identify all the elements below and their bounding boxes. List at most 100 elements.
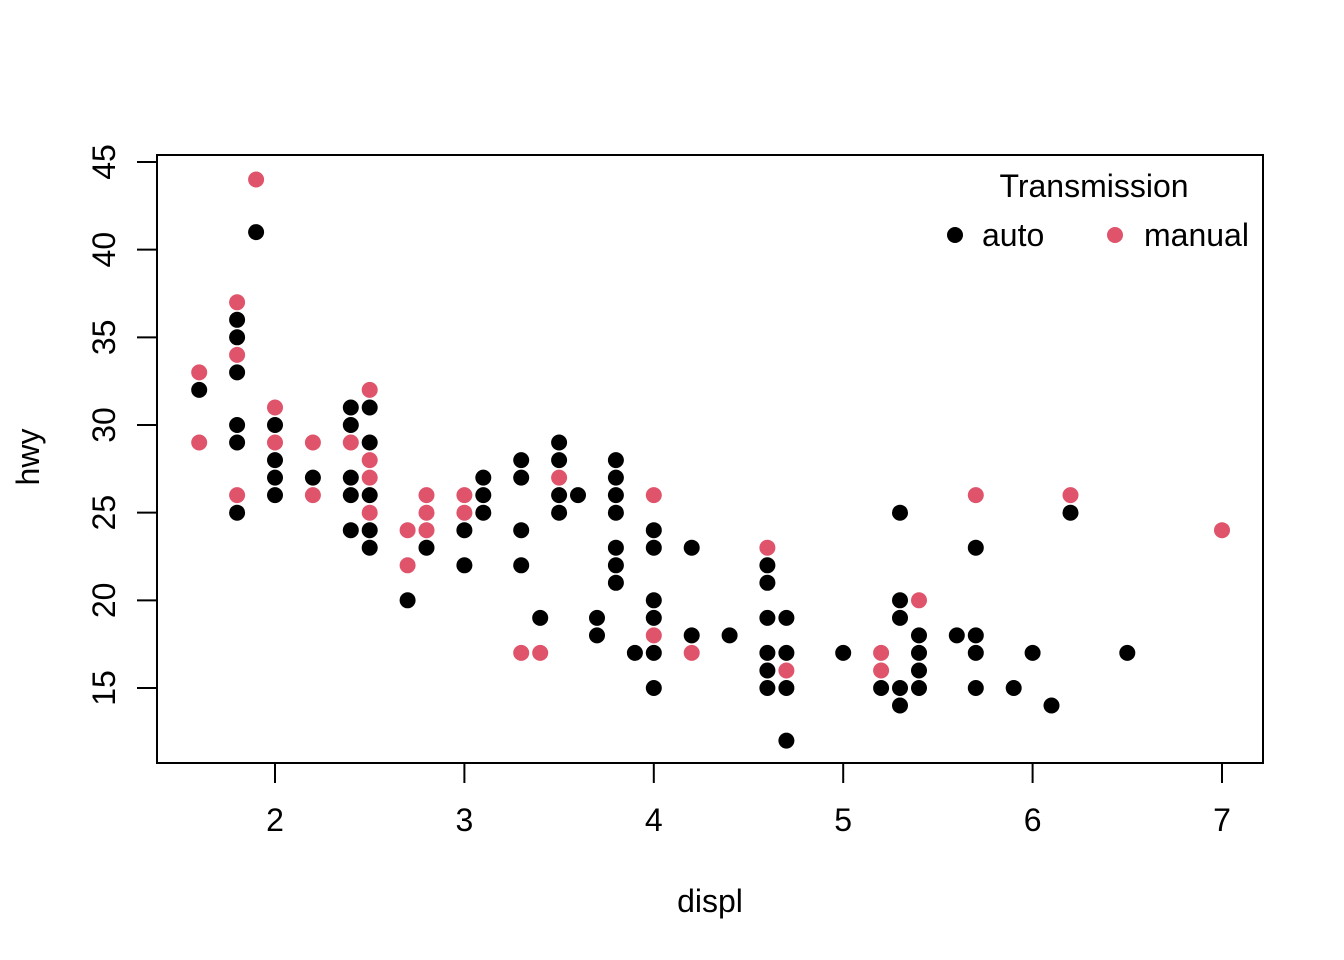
point-auto — [229, 434, 246, 451]
point-auto — [304, 469, 321, 486]
point-auto — [967, 644, 984, 661]
point-manual — [778, 662, 795, 679]
point-auto — [759, 644, 776, 661]
point-auto — [911, 627, 927, 644]
point-manual — [1062, 487, 1079, 504]
point-auto — [607, 469, 624, 486]
point-auto — [248, 224, 265, 241]
y-tick-label: 15 — [86, 670, 122, 706]
point-manual — [683, 644, 700, 661]
point-auto — [361, 434, 378, 451]
point-auto — [759, 557, 776, 574]
x-tick-label: 2 — [266, 802, 284, 838]
point-auto — [607, 452, 624, 469]
y-axis-title: hwy — [10, 429, 46, 486]
point-manual — [361, 469, 378, 486]
point-auto — [911, 680, 927, 696]
point-auto — [607, 574, 624, 591]
y-tick-label: 40 — [86, 232, 122, 268]
point-manual — [361, 381, 378, 398]
point-auto — [361, 399, 378, 416]
point-manual — [513, 644, 530, 661]
point-auto — [967, 680, 984, 696]
point-manual — [229, 346, 246, 363]
point-auto — [607, 504, 624, 521]
point-auto — [759, 574, 776, 591]
x-tick-label: 4 — [645, 802, 663, 838]
point-auto — [456, 557, 473, 574]
point-auto — [835, 644, 852, 661]
point-auto — [759, 680, 776, 696]
point-manual — [551, 469, 568, 486]
point-auto — [418, 539, 435, 556]
point-manual — [418, 487, 435, 504]
point-manual — [532, 644, 549, 661]
point-auto — [759, 662, 776, 679]
point-auto — [513, 452, 530, 469]
point-auto — [1119, 644, 1136, 661]
point-manual — [456, 487, 473, 504]
point-manual — [873, 644, 890, 661]
point-auto — [229, 417, 246, 433]
point-auto — [229, 311, 246, 328]
legend-swatch-manual-icon — [1107, 227, 1123, 243]
point-manual — [456, 504, 473, 521]
point-auto — [267, 469, 283, 486]
point-auto — [626, 644, 643, 661]
point-manual — [191, 364, 208, 381]
point-auto — [342, 469, 359, 486]
legend-title: Transmission — [999, 168, 1188, 204]
point-auto — [513, 557, 530, 574]
point-auto — [475, 487, 492, 504]
point-auto — [607, 487, 624, 504]
point-manual — [399, 557, 416, 574]
point-auto — [892, 504, 908, 521]
point-manual — [248, 171, 265, 188]
point-auto — [1043, 697, 1060, 714]
y-tick-label: 45 — [86, 144, 122, 180]
point-manual — [267, 434, 283, 451]
point-manual — [304, 487, 321, 504]
point-manual — [191, 434, 208, 451]
point-auto — [645, 680, 662, 696]
point-auto — [589, 627, 605, 644]
point-manual — [645, 487, 662, 504]
point-auto — [778, 732, 795, 749]
point-auto — [551, 452, 568, 469]
y-tick-label: 30 — [86, 407, 122, 443]
point-auto — [1005, 680, 1022, 696]
point-auto — [778, 644, 795, 661]
point-manual — [418, 504, 435, 521]
point-manual — [361, 504, 378, 521]
y-axis-ticks: 15 20 25 30 35 40 45 — [86, 144, 157, 706]
point-auto — [967, 627, 984, 644]
point-manual — [229, 294, 246, 311]
point-auto — [267, 487, 283, 504]
point-auto — [229, 329, 246, 346]
point-manual — [229, 487, 246, 504]
point-auto — [361, 539, 378, 556]
point-manual — [1214, 522, 1230, 539]
x-axis-title: displ — [677, 883, 743, 919]
y-tick-label: 20 — [86, 583, 122, 619]
point-manual — [911, 592, 927, 609]
point-auto — [361, 522, 378, 539]
point-auto — [892, 609, 908, 626]
point-auto — [342, 487, 359, 504]
point-auto — [551, 434, 568, 451]
point-auto — [361, 487, 378, 504]
point-auto — [607, 539, 624, 556]
legend-label-manual: manual — [1144, 217, 1249, 253]
point-auto — [570, 487, 586, 504]
point-auto — [475, 504, 492, 521]
point-auto — [967, 539, 984, 556]
scatter-points — [191, 171, 1230, 749]
point-auto — [911, 644, 927, 661]
point-auto — [456, 522, 473, 539]
y-tick-label: 35 — [86, 320, 122, 356]
point-manual — [418, 522, 435, 539]
point-manual — [759, 539, 776, 556]
point-auto — [778, 680, 795, 696]
point-auto — [532, 609, 549, 626]
